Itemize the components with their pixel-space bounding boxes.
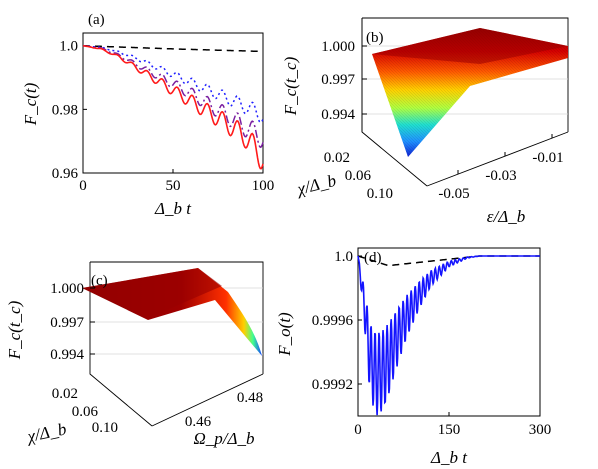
panel-b-ztick-label: 0.994 — [321, 107, 355, 123]
panel-b-label: (b) — [366, 30, 384, 46]
panel-c-ztick-label: 0.994 — [50, 347, 84, 363]
panel-a-ytick-label: 0.98 — [52, 102, 78, 118]
panel-c-ylabel: χ/Δ_b — [24, 419, 68, 446]
panel-d-ytick-label: 0.9996 — [312, 313, 354, 329]
panel-c-yticks: 0.02 0.060.10 — [52, 386, 118, 436]
panel-c-zlabel: F_c(t_c) — [5, 300, 24, 360]
panel-a-series-line — [82, 44, 264, 149]
panel-a-xtick-label: 50 — [166, 178, 181, 194]
panel-a-xtick-label: 0 — [79, 178, 87, 194]
panel-d-series-line — [357, 255, 540, 416]
panel-d-xtick-label: 300 — [529, 422, 552, 438]
panel-c-ytick-label: 0.06 — [72, 404, 99, 420]
panel-d-xlabel: Δ_b t — [430, 448, 468, 467]
panel-b-ytick-label: 0.02 — [324, 150, 350, 166]
panel-c-xtick-label: 0.46 — [185, 414, 212, 430]
panel-c-box-bottom — [151, 373, 264, 427]
panel-d-series — [357, 255, 540, 416]
panel-b-xtick-label: -0.03 — [485, 168, 516, 184]
panel-a-ylabel: F_c(t) — [21, 82, 40, 126]
panel-b-yticks: 0.02 0.06 0.10 — [324, 150, 393, 202]
panel-d: 0 150 300 0.9992 0.9996 1.0 (d) F_o(t) Δ_b t — [275, 247, 552, 467]
panel-a-ytick-label: 1.0 — [59, 39, 78, 55]
panel-c-xtick-label: 0.48 — [237, 390, 263, 406]
panel-a-series-line — [82, 44, 264, 53]
panel-c-xlabel: Ω_p/Δ_b — [194, 429, 255, 448]
panel-b-ztick-label: 0.997 — [321, 72, 355, 88]
panel-a-xlabel: Δ_b t — [154, 199, 192, 218]
panel-d-xtick-label: 0 — [354, 422, 362, 438]
panel-b-xtick-label: -0.01 — [532, 150, 563, 166]
panel-b-xticks: -0.05 -0.03 -0.01 — [438, 134, 564, 202]
panel-b-surface-top — [372, 28, 568, 64]
panel-b-zlabel: F_c(t_c) — [281, 56, 300, 116]
panel-d-ytick-label: 1.0 — [334, 249, 353, 265]
panel-c-xticks: 0.46 0.48 — [185, 390, 263, 430]
panel-c-ztick-label: 1.000 — [50, 281, 84, 297]
panel-b-ylabel: χ/Δ_b — [293, 171, 338, 199]
panel-a-label: (a) — [88, 12, 105, 28]
panel-d-ticks: 0 150 300 0.9992 0.9996 1.0 — [312, 249, 552, 438]
panel-d-label: (d) — [364, 250, 382, 266]
panel-a-series — [82, 44, 264, 170]
panel-a: 0 50 100 0.96 0.98 1.0 (a) F_c(t) Δ_b t — [21, 12, 274, 218]
panel-b-ztick-label: 1.000 — [321, 39, 355, 55]
panel-c-ytick-label: 0.10 — [92, 420, 118, 436]
panel-c-ytick-label: 0.02 — [52, 386, 78, 402]
panel-c-ztick-label: 0.997 — [50, 315, 84, 331]
panel-a-ticks: 0 50 100 0.96 0.98 1.0 — [52, 39, 275, 194]
panel-b-xlabel: ε/Δ_b — [487, 207, 525, 226]
panel-b-surface-mesh — [372, 28, 568, 157]
panel-c-surface-top — [82, 268, 222, 318]
panel-d-xtick-label: 150 — [438, 422, 461, 438]
panel-b-xtick-label: -0.05 — [438, 186, 469, 202]
panel-b-ytick-label: 0.10 — [367, 186, 393, 202]
panel-b-zticks: 0.994 0.997 1.000 — [321, 39, 367, 123]
panel-b-box-right — [362, 17, 569, 132]
panel-a-series-line — [82, 44, 264, 124]
panel-c-box-left — [89, 262, 153, 427]
panel-a-series-line — [82, 44, 264, 170]
panel-d-ytick-label: 0.9992 — [312, 377, 353, 393]
panel-c-box-top — [90, 261, 264, 374]
panel-c-zticks: 0.994 0.997 1.000 — [50, 281, 95, 363]
panel-b-box-bottom — [426, 131, 569, 187]
panel-a-ytick-label: 0.96 — [52, 166, 79, 182]
panel-b-ytick-label: 0.06 — [345, 168, 372, 184]
panel-d-ylabel: F_o(t) — [275, 312, 294, 357]
panel-a-xtick-label: 100 — [252, 178, 275, 194]
panel-c-label: (c) — [91, 273, 108, 289]
